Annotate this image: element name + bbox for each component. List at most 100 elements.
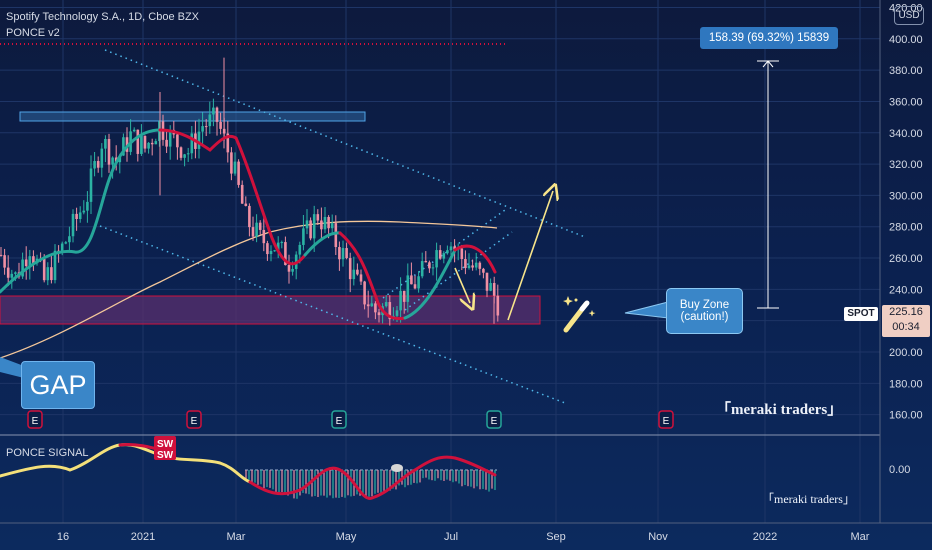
candle-body [284, 242, 287, 266]
candle-body [208, 114, 212, 127]
earnings-marker[interactable] [27, 410, 43, 429]
candle-body [276, 242, 280, 251]
candle-body [0, 254, 3, 256]
earnings-marker-label: E [663, 416, 670, 427]
candle-body [338, 247, 341, 260]
time-axis[interactable]: 16 2021 Mar May Jul Sep Nov 2022 Mar [57, 531, 870, 543]
candle-body [413, 284, 417, 289]
price-tick-label: 160.00 [889, 410, 923, 422]
candle-body [93, 161, 96, 169]
candle-body [179, 147, 183, 158]
candle-body [201, 126, 204, 132]
candle-body [406, 275, 410, 302]
price-tick-label: 260.00 [889, 253, 923, 265]
ponce-ribbon [0, 128, 497, 321]
sw-signal-badge[interactable] [154, 436, 176, 460]
buy-zone-line2: (caution!) [680, 311, 729, 323]
wand-icon [563, 296, 596, 333]
candle-body [230, 152, 233, 174]
time-tick-label: 16 [57, 531, 69, 543]
signal-panel-title: PONCE SIGNAL [6, 447, 89, 459]
candle-body [442, 253, 446, 259]
candles-group [0, 57, 500, 326]
candle-body [75, 213, 78, 220]
candle-body [28, 256, 32, 267]
time-tick-label: May [336, 531, 357, 543]
candle-body [320, 220, 323, 230]
candle-body [266, 243, 269, 255]
candle-body [50, 267, 53, 281]
candle-body [186, 153, 190, 155]
candle-body [302, 228, 305, 245]
candle-body [104, 138, 107, 149]
candle-body [14, 272, 17, 274]
dip-arrow [454, 267, 470, 303]
candle-body [154, 141, 158, 145]
earnings-marker-label: E [336, 416, 343, 427]
price-tick-label: 420.00 [889, 2, 923, 14]
candle-body [323, 216, 327, 230]
candle-body [46, 267, 50, 281]
candle-body [111, 157, 114, 165]
earnings-marker-label: E [32, 416, 39, 427]
candle-body [438, 250, 442, 259]
sw-signal-bottom: SW [157, 450, 174, 461]
buy-zone-band [0, 295, 541, 325]
candle-body [143, 135, 147, 149]
candle-body [417, 276, 420, 289]
candle-body [219, 121, 222, 129]
candle-body [366, 304, 370, 307]
candle-body [233, 161, 237, 174]
candle-body [410, 275, 413, 285]
candle-body [471, 265, 474, 268]
watermark-main: 「meraki traders」 [716, 402, 843, 418]
price-tick-label: 300.00 [889, 190, 923, 202]
candle-body [10, 273, 14, 278]
earnings-marker[interactable] [658, 410, 674, 429]
currency-button[interactable]: USD [894, 6, 924, 25]
earnings-marker[interactable] [331, 410, 347, 429]
candle-body [86, 201, 89, 211]
sw-signal-top: SW [157, 439, 174, 450]
candle-body [150, 142, 154, 145]
candle-body [212, 107, 215, 115]
candle-body [3, 255, 6, 268]
candle-body [388, 302, 392, 320]
candle-body [122, 137, 125, 156]
candle-body [132, 129, 136, 132]
candle-body [244, 203, 248, 206]
candle-body [24, 259, 28, 267]
symbol-title: Spotify Technology S.A., 1D, Cboe BZX [6, 11, 200, 23]
candle-body [107, 138, 111, 165]
chart-grid [0, 0, 880, 523]
signal-zero-label: 0.00 [889, 464, 910, 476]
candle-body [435, 250, 438, 268]
buy-zone-pointer [624, 301, 669, 319]
price-tick-label: 180.00 [889, 378, 923, 390]
candle-body [89, 168, 93, 202]
candle-body [71, 213, 75, 237]
earnings-marker-label: E [191, 416, 198, 427]
candle-body [485, 272, 489, 291]
candle-body [345, 248, 348, 259]
candle-body [255, 222, 258, 237]
spot-ticker-tag: SPOT [844, 307, 878, 321]
candle-body [359, 274, 363, 282]
candle-body [53, 250, 57, 281]
price-tick-label: 200.00 [889, 347, 923, 359]
candle-body [309, 220, 312, 239]
candle-body [298, 244, 302, 255]
candle-body [467, 265, 471, 269]
measure-tool[interactable] [757, 60, 779, 309]
price-axis[interactable]: 160.00180.00200.00220.00240.00260.00280.… [889, 2, 923, 421]
candle-body [395, 310, 399, 316]
gap-callout: GAP [21, 361, 95, 409]
earnings-marker[interactable] [186, 410, 202, 429]
price-tick-label: 360.00 [889, 96, 923, 108]
earnings-marker[interactable] [486, 410, 502, 429]
candle-body [399, 290, 402, 311]
candle-body [352, 269, 356, 280]
candle-body [140, 135, 143, 154]
